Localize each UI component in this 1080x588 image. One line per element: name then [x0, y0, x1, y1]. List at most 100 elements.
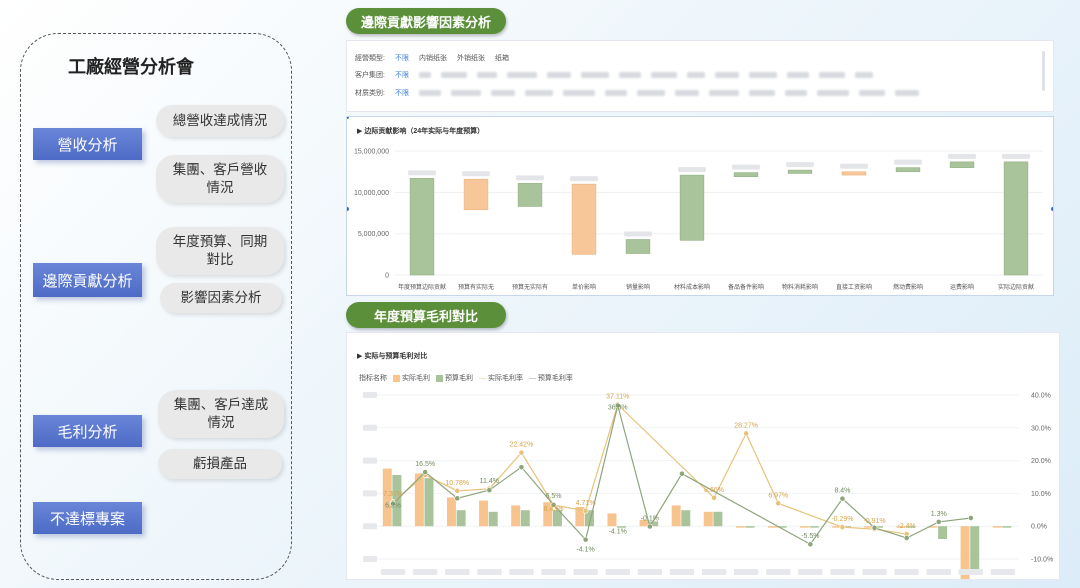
filter-card: 經營類型: 不限 内销纸张 外销纸张 纸箱 客户集团: 不限 材质类别: 不限 [346, 40, 1054, 112]
combo-data-label: -4.1% [609, 529, 627, 536]
combo-xtick-redacted [926, 569, 951, 575]
combo-y2tick: 40.0% [1031, 393, 1051, 400]
nav-item-group-customer-achievement[interactable]: 集團、客戶達成情況 [158, 390, 284, 438]
combo-bar-budget [745, 526, 755, 528]
combo-point-budget-margin [454, 495, 461, 502]
combo-xtick-redacted [798, 569, 823, 575]
waterfall-bar [895, 167, 921, 173]
combo-xtick-redacted [445, 569, 470, 575]
combo-point-budget-margin [422, 469, 429, 475]
combo-legend: 指标名称 实际毛利 预算毛利 — 实际毛利率 — 预算毛利率 [359, 373, 573, 383]
combo-point-actual-margin [582, 507, 589, 514]
combo-bar-actual [992, 526, 1002, 528]
legend-budget-margin[interactable]: — 预算毛利率 [528, 375, 573, 382]
combo-bar-budget [713, 511, 723, 527]
combo-point-actual-margin [839, 524, 846, 531]
nav-category-gross-profit[interactable]: 毛利分析 [33, 415, 142, 447]
combo-data-label: -5.5% [801, 533, 819, 540]
waterfall-xtick: 运费影响 [950, 283, 974, 291]
combo-y2tick: 10.0% [1031, 491, 1051, 498]
waterfall-xtick: 销量影响 [626, 283, 650, 291]
waterfall-bar [409, 178, 435, 276]
legend-actual-margin[interactable]: — 实际毛利率 [479, 375, 523, 382]
combo-point-budget-margin [646, 523, 653, 530]
combo-card: ▶ 实际与预算毛利对比 指标名称 实际毛利 预算毛利 — 实际毛利率 — 预算毛… [346, 332, 1060, 580]
waterfall-xtick: 单价影响 [572, 283, 596, 291]
combo-data-label: 22.42% [510, 442, 534, 449]
combo-data-label: -0.29% [831, 516, 853, 523]
legend-actual-profit[interactable]: 实际毛利 [393, 373, 430, 383]
waterfall-bar [949, 161, 975, 168]
combo-bar-actual [800, 526, 810, 528]
nav-item-impact-factors[interactable]: 影響因素分析 [160, 283, 282, 313]
combo-data-label: 10.78% [445, 480, 469, 487]
combo-xtick-redacted [766, 569, 791, 575]
waterfall-card: ▶ 边际贡献影响（24年实际与年度预算） 0 5,000,000 10,000,00… [346, 116, 1054, 296]
filter-scrollbar[interactable] [1042, 51, 1045, 91]
filter-material-all[interactable]: 不限 [394, 90, 409, 97]
combo-xtick-redacted [541, 569, 566, 575]
filter-option-export[interactable]: 外销纸张 [456, 55, 485, 62]
combo-bar-budget [649, 521, 659, 527]
nav-category-non-compliant-projects[interactable]: 不達標專案 [33, 502, 142, 534]
combo-ytick-redacted [363, 490, 377, 497]
combo-data-label: 16.5% [415, 461, 435, 468]
nav-item-loss-products[interactable]: 虧損產品 [158, 449, 282, 479]
combo-point-actual-margin [454, 487, 461, 494]
combo-point-budget-margin [903, 535, 910, 541]
combo-bar-actual [671, 505, 681, 527]
combo-xtick-redacted [990, 569, 1016, 575]
filter-customer-all[interactable]: 不限 [394, 72, 409, 79]
combo-bar-actual [928, 526, 938, 528]
combo-xtick-redacted [862, 569, 887, 575]
nav-item-group-customer-revenue[interactable]: 集團、客戶營收情況 [156, 155, 284, 203]
combo-data-label: -0.1% [641, 516, 659, 523]
waterfall-data-label-redacted [732, 164, 760, 170]
combo-bar-actual [864, 526, 874, 528]
combo-data-label: 36.8% [608, 404, 628, 411]
combo-data-label: 1.3% [931, 511, 947, 518]
filter-option-carton[interactable]: 纸箱 [494, 55, 509, 62]
legend-budget-profit[interactable]: 预算毛利 [436, 373, 473, 383]
waterfall-bar [625, 239, 651, 254]
combo-point-actual-margin [775, 500, 782, 507]
nav-category-margin-contribution[interactable]: 邊際貢獻分析 [33, 263, 142, 297]
combo-point-budget-margin [390, 500, 396, 507]
combo-ytick-redacted [363, 392, 377, 398]
combo-data-label: -0.91% [863, 518, 885, 525]
combo-bar-budget [777, 526, 787, 528]
nav-category-revenue[interactable]: 營收分析 [33, 128, 142, 160]
combo-data-label: 7.37% [383, 491, 403, 498]
combo-bar-actual [543, 502, 553, 527]
combo-line-actual-margin [392, 403, 907, 535]
combo-point-budget-margin [807, 541, 814, 548]
combo-xtick-redacted [573, 569, 598, 575]
combo-ytick-redacted [363, 457, 377, 464]
filter-row-material: 材质类别: 不限 [355, 88, 919, 98]
waterfall-bar [787, 169, 813, 174]
waterfall-xtick: 备品备件影响 [728, 283, 764, 291]
nav-item-budget-yoy[interactable]: 年度預算、同期對比 [156, 227, 284, 275]
combo-bar-budget [456, 510, 466, 527]
combo-data-label: 6.9% [385, 503, 401, 510]
combo-point-budget-margin [614, 402, 621, 409]
nav-item-total-revenue[interactable]: 總營收達成情況 [156, 105, 284, 137]
combo-bar-budget [488, 511, 498, 527]
waterfall-data-label-redacted [948, 153, 976, 159]
combo-y2tick: 0.0% [1031, 524, 1047, 531]
waterfall-data-label-redacted [840, 163, 868, 169]
combo-point-budget-margin [871, 524, 878, 531]
filter-option-all[interactable]: 不限 [394, 55, 409, 62]
waterfall-data-label-redacted [408, 170, 436, 176]
waterfall-bar [1003, 161, 1029, 276]
combo-bar-actual [414, 473, 424, 527]
waterfall-bar [463, 178, 489, 211]
waterfall-ytick: 15,000,000 [354, 149, 389, 156]
filter-option-domestic[interactable]: 内销纸张 [418, 55, 447, 62]
combo-data-label: 11.4% [480, 478, 499, 485]
combo-xtick-redacted [958, 569, 984, 575]
combo-bar-actual [960, 526, 970, 579]
combo-data-label: 28.27% [734, 422, 758, 429]
combo-data-label: -4.1% [577, 547, 595, 554]
combo-bar-actual [607, 513, 617, 527]
